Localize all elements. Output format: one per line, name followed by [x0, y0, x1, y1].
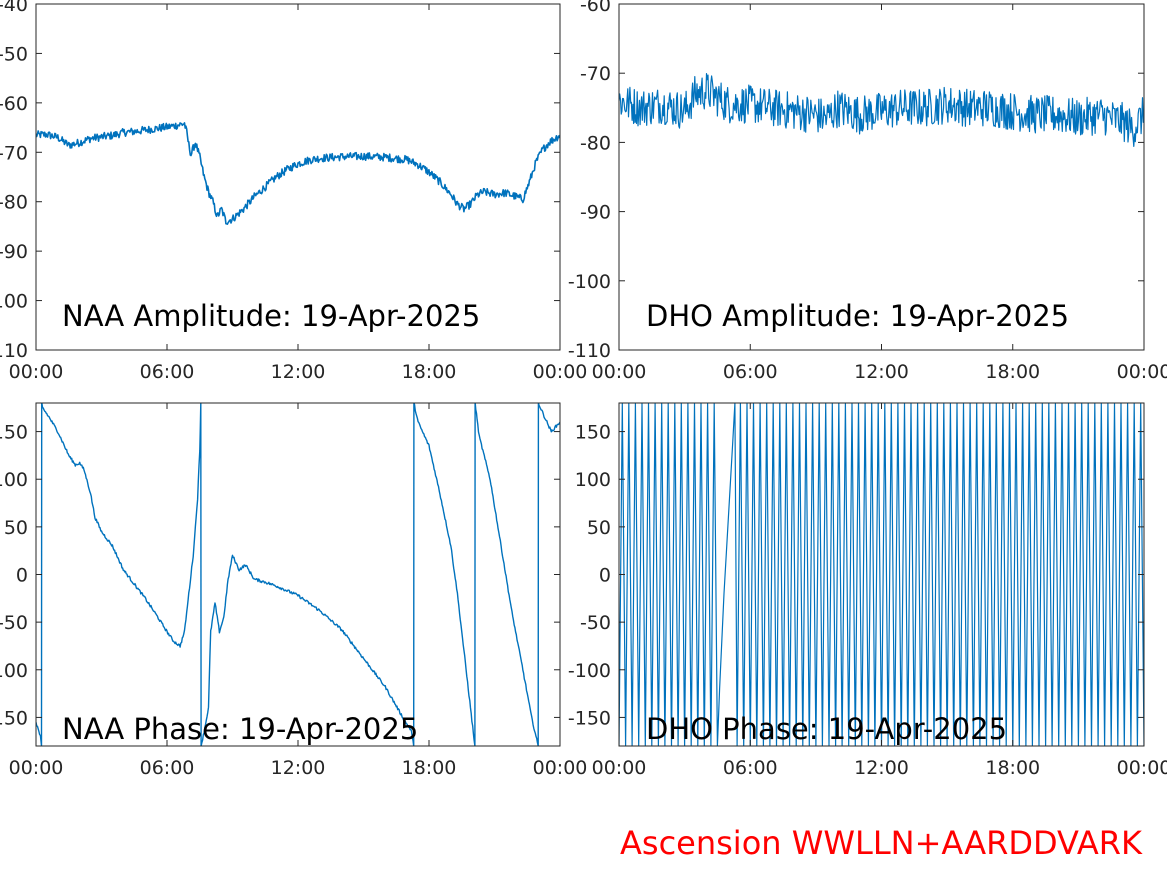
x-tick-label: 00:00 — [1117, 757, 1167, 779]
axis-frame — [35, 402, 561, 747]
x-tick-label: 18:00 — [402, 757, 457, 779]
y-tick-label: -50 — [0, 612, 28, 634]
y-tick-label: -150 — [0, 707, 28, 729]
y-tick-label: -100 — [0, 660, 28, 682]
y-tick-label: -40 — [0, 0, 28, 16]
series-line — [36, 122, 560, 225]
x-tick-label: 00:00 — [592, 361, 647, 383]
y-tick-label: -80 — [0, 192, 28, 214]
y-tick-label: -100 — [568, 660, 611, 682]
dho-amplitude-panel: 00:00 06:00 12:00 18:00 00:00-110-100-90-80-… — [568, 0, 1167, 383]
x-tick-label: 12:00 — [271, 757, 326, 779]
dho-phase-panel: 00:00 06:00 12:00 18:00 00:00 -150 -100 -50 0 50 1… — [568, 402, 1167, 779]
y-tick-label: -50 — [0, 43, 28, 65]
y-tick-label: 0 — [599, 565, 611, 587]
y-tick-label: -70 — [580, 63, 611, 85]
y-tick-label: 50 — [587, 517, 611, 539]
y-tick-label: -150 — [568, 707, 611, 729]
x-tick-label: 06:00 — [723, 361, 778, 383]
y-tick-label: -60 — [0, 93, 28, 115]
x-tick-label: 06:00 — [140, 361, 195, 383]
y-tick-label: -100 — [568, 271, 611, 293]
y-tick-label: 150 — [0, 422, 28, 444]
y-tick-label: -90 — [580, 202, 611, 224]
series-line — [619, 73, 1144, 147]
panel-title: NAA Phase: 19-Apr-2025 — [62, 712, 418, 746]
series-line — [619, 403, 1144, 746]
x-tick-label: 18:00 — [985, 757, 1040, 779]
y-tick-label: 50 — [4, 517, 28, 539]
x-tick-label: 00:00 — [9, 757, 64, 779]
y-tick-label: 100 — [0, 469, 28, 491]
x-tick-label: 18:00 — [985, 361, 1040, 383]
x-tick-label: 00:00 — [533, 757, 588, 779]
series-line — [36, 403, 560, 746]
y-tick-label: 150 — [575, 422, 611, 444]
station-footer-label: Ascension WWLLN+AARDDVARK — [620, 824, 1142, 862]
y-tick-label: -100 — [0, 291, 28, 313]
x-tick-label: 18:00 — [402, 361, 457, 383]
y-tick-label: 0 — [16, 565, 28, 587]
panel-title: DHO Phase: 19-Apr-2025 — [646, 712, 1007, 746]
x-tick-label: 12:00 — [271, 361, 326, 383]
x-tick-label: 06:00 — [723, 757, 778, 779]
naa-phase-panel: 00:00 06:00 12:00 18:00 00:00 -150 -100 -50 0 50 1… — [0, 402, 587, 779]
x-tick-label: 00:00 — [533, 361, 588, 383]
y-tick-label: -110 — [0, 340, 28, 362]
y-tick-label: -110 — [568, 340, 611, 362]
y-tick-label: -50 — [580, 612, 611, 634]
y-tick-label: 100 — [575, 469, 611, 491]
y-tick-label: -90 — [0, 241, 28, 263]
x-tick-label: 00:00 — [592, 757, 647, 779]
panel-title: NAA Amplitude: 19-Apr-2025 — [62, 299, 480, 333]
naa-amplitude-panel: 00:0006:0012:0018:0000:00-110-100-90-80-… — [0, 0, 587, 383]
x-tick-label: 12:00 — [854, 361, 909, 383]
x-tick-label: 00:00 — [1117, 361, 1167, 383]
y-tick-label: -70 — [0, 142, 28, 164]
panel-title: DHO Amplitude: 19-Apr-2025 — [646, 299, 1069, 333]
x-tick-label: 06:00 — [140, 757, 195, 779]
y-tick-label: -80 — [580, 132, 611, 154]
x-tick-label: 12:00 — [854, 757, 909, 779]
y-tick-label: -60 — [580, 0, 611, 16]
x-tick-label: 00:00 — [9, 361, 64, 383]
